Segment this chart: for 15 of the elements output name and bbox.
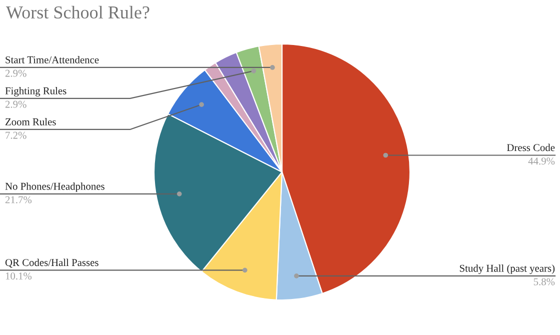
slice-label: Fighting Rules xyxy=(5,87,66,96)
chart-title: Worst School Rule? xyxy=(6,6,150,19)
slice-label: Start Time/Attendence xyxy=(6,56,99,64)
data-label: 44.9% xyxy=(528,158,555,165)
slice-label: Study Hall (past years) xyxy=(460,264,555,274)
data-label: 21.7% xyxy=(5,196,32,204)
data-label: 2.9% xyxy=(5,70,26,77)
slice-label: No Phones/Headphones xyxy=(5,182,104,192)
data-label: 10.1% xyxy=(6,272,32,280)
data-label: 7.2% xyxy=(6,132,26,139)
slice-label: QR Codes/Hall Passes xyxy=(5,258,98,268)
slice-label: Zoom Rules xyxy=(6,118,56,126)
slice-label: Dress Code xyxy=(506,144,555,152)
data-label: 2.9% xyxy=(5,100,26,108)
data-label: 5.8% xyxy=(534,278,555,286)
